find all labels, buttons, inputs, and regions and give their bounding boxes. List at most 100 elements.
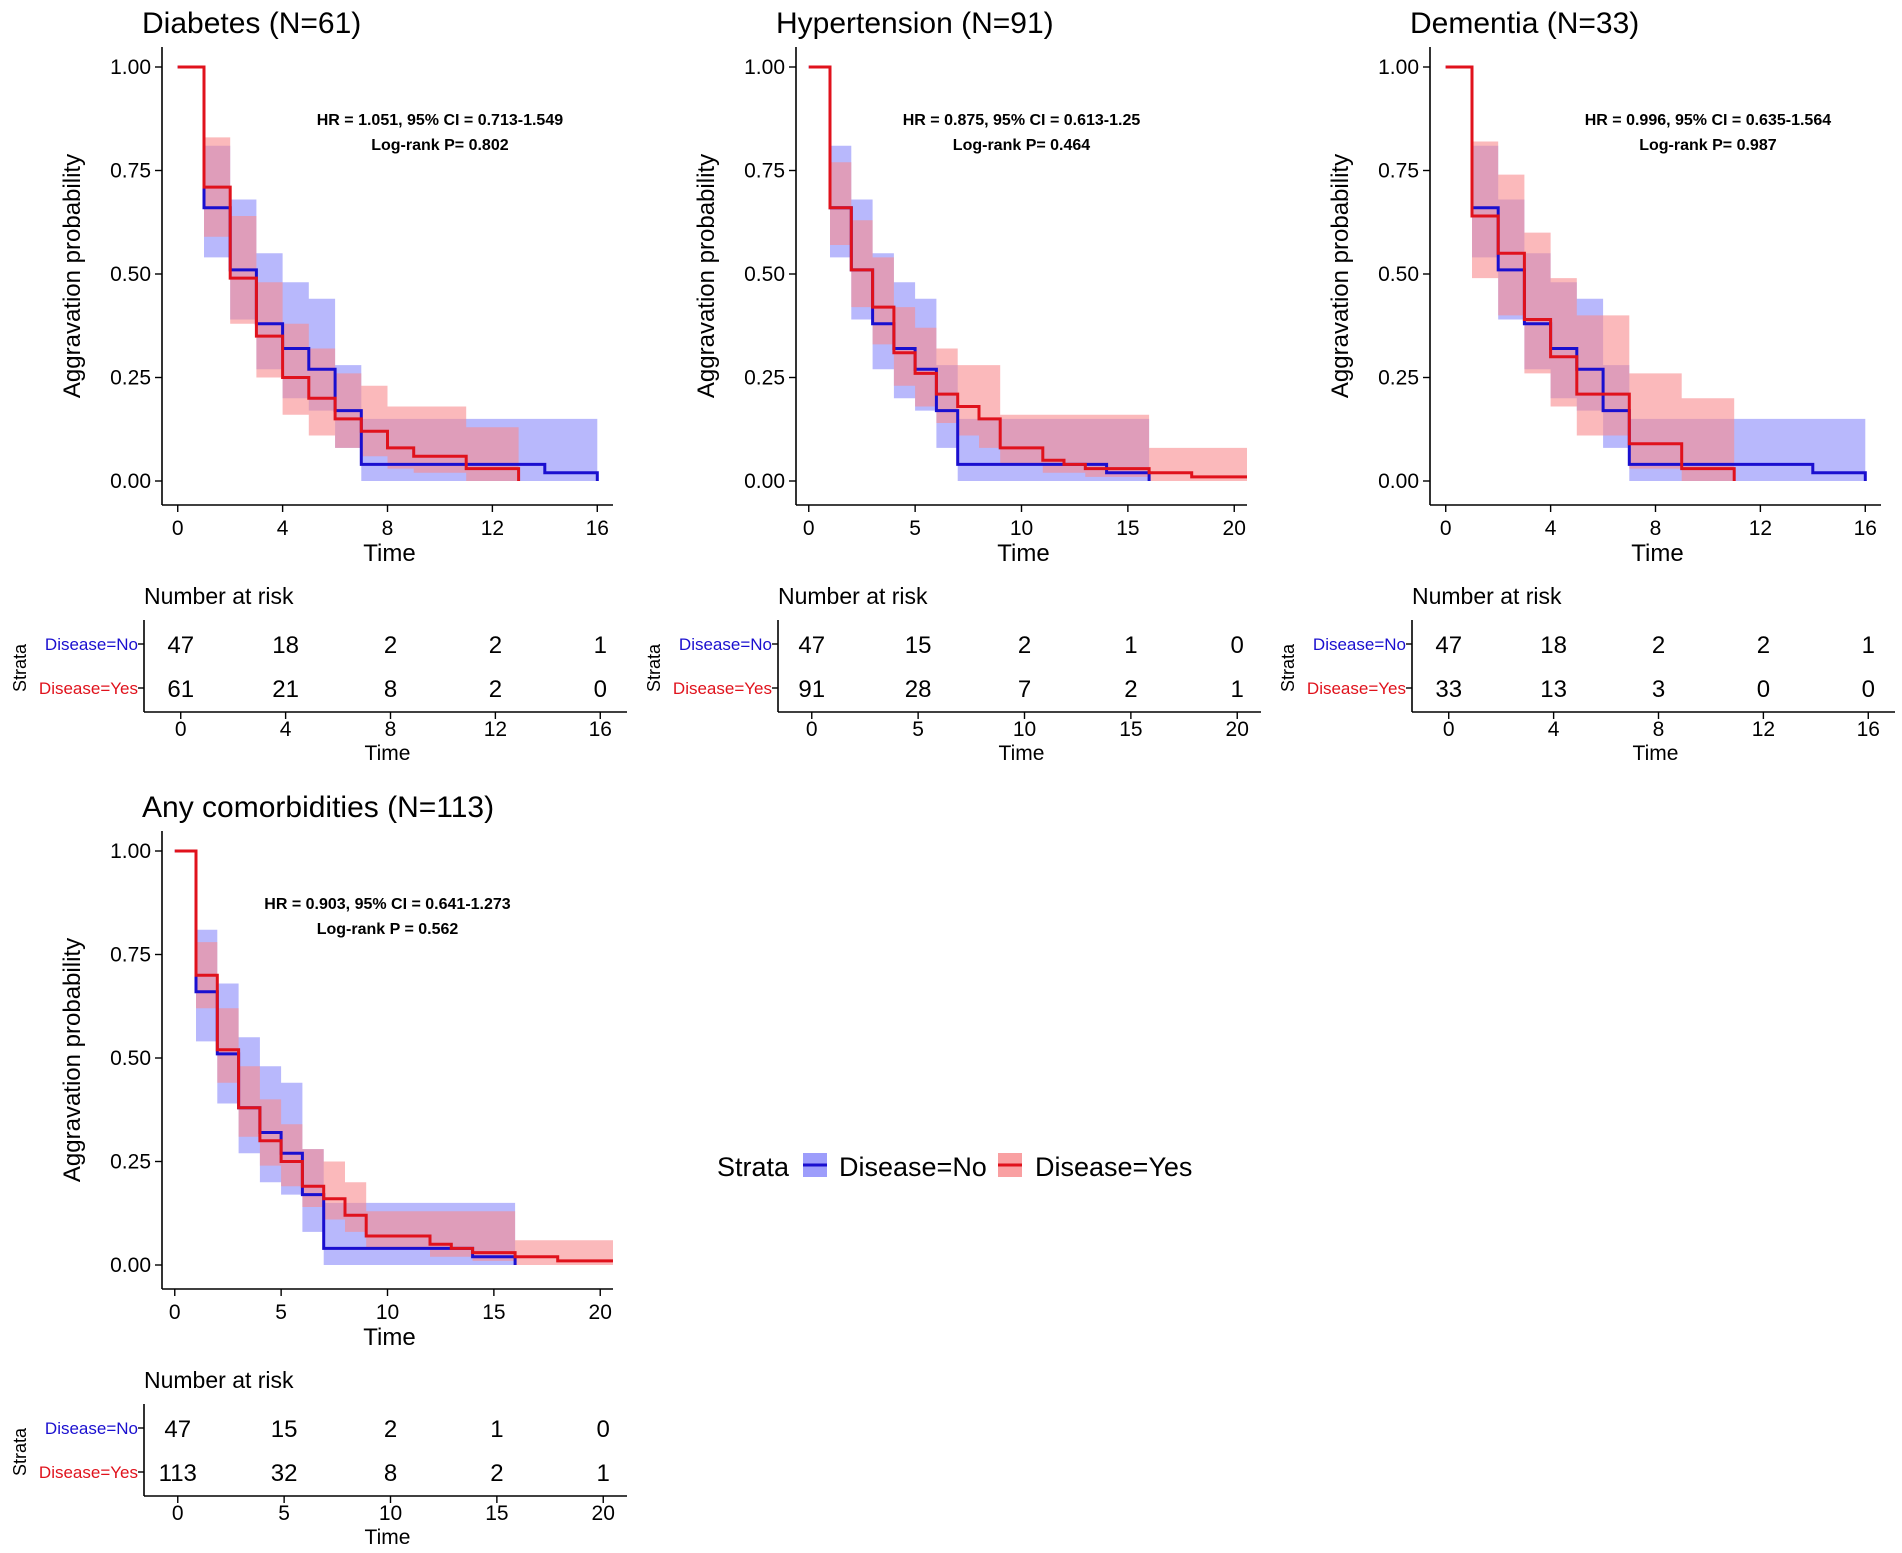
y-tick-label: 0.25 xyxy=(744,367,785,390)
risk-count: 0 xyxy=(594,676,607,703)
risk-count: 47 xyxy=(164,1416,191,1443)
panel-title: Dementia (N=33) xyxy=(1410,7,1639,40)
km-panel: Dementia (N=33)0.000.250.500.751.000 4 8 12… xyxy=(1278,7,1895,765)
x-tick-label: 10 xyxy=(376,1301,399,1324)
ci-band-yes xyxy=(808,67,1247,481)
km-panel: Diabetes (N=61)0.000.250.500.751.000 4 8 12… xyxy=(10,7,627,765)
y-tick-label: 0.50 xyxy=(110,263,151,286)
x-tick-label: 5 xyxy=(275,1301,287,1324)
risk-count: 1 xyxy=(594,632,607,659)
hr-annotation: HR = 0.996, 95% CI = 0.635-1.564 xyxy=(1585,112,1831,129)
strata-axis-title: Strata xyxy=(10,1427,30,1476)
risk-count: 0 xyxy=(1757,676,1770,703)
risk-count: 13 xyxy=(1540,676,1567,703)
logrank-annotation: Log-rank P= 0.464 xyxy=(953,137,1090,154)
x-tick-label: 15 xyxy=(1116,517,1139,540)
survival-line-yes xyxy=(1445,65,1736,481)
risk-count: 18 xyxy=(1540,632,1567,659)
y-tick-label: 0.00 xyxy=(1378,470,1419,493)
risk-count: 21 xyxy=(272,676,299,703)
y-tick-label: 0.00 xyxy=(744,470,785,493)
risk-x-tick-label: 5 xyxy=(278,1502,290,1525)
risk-x-tick-label: 20 xyxy=(592,1502,615,1525)
x-axis-title: Time xyxy=(363,540,415,567)
panel-title: Hypertension (N=91) xyxy=(776,7,1054,40)
risk-x-axis-title: Time xyxy=(1633,742,1679,765)
x-tick-label: 10 xyxy=(1010,517,1033,540)
legend-title: Strata xyxy=(717,1152,790,1182)
x-axis-title: Time xyxy=(363,1324,415,1351)
risk-row-label: Disease=No xyxy=(45,1419,138,1438)
risk-table-title: Number at risk xyxy=(144,1367,294,1393)
risk-row-label: Disease=No xyxy=(45,635,138,654)
risk-count: 3 xyxy=(1652,676,1665,703)
risk-count: 1 xyxy=(490,1416,503,1443)
x-tick-label: 15 xyxy=(482,1301,505,1324)
x-tick-label: 12 xyxy=(481,517,504,540)
ci-band-yes xyxy=(177,67,519,481)
x-tick-label: 4 xyxy=(1545,517,1557,540)
risk-x-tick-label: 0 xyxy=(175,718,187,741)
risk-count: 8 xyxy=(384,1460,397,1487)
risk-x-tick-label: 4 xyxy=(280,718,292,741)
risk-x-tick-label: 12 xyxy=(1752,718,1775,741)
y-tick-label: 0.25 xyxy=(1378,367,1419,390)
risk-count: 15 xyxy=(905,632,932,659)
risk-x-tick-label: 8 xyxy=(385,718,397,741)
strata-axis-title: Strata xyxy=(644,643,664,692)
y-tick-label: 0.75 xyxy=(110,944,151,967)
risk-x-tick-label: 16 xyxy=(589,718,612,741)
risk-x-axis-title: Time xyxy=(365,742,411,765)
y-axis-title: Aggravation probability xyxy=(59,154,86,398)
risk-count: 2 xyxy=(490,1460,503,1487)
risk-table-title: Number at risk xyxy=(144,583,294,609)
risk-x-tick-label: 8 xyxy=(1653,718,1665,741)
x-tick-label: 8 xyxy=(382,517,394,540)
x-tick-label: 8 xyxy=(1650,517,1662,540)
risk-count: 1 xyxy=(1124,632,1137,659)
y-tick-label: 0.50 xyxy=(110,1047,151,1070)
risk-count: 2 xyxy=(1124,676,1137,703)
x-tick-label: 16 xyxy=(1854,517,1877,540)
y-tick-label: 1.00 xyxy=(744,56,785,79)
x-tick-label: 0 xyxy=(172,517,184,540)
risk-x-tick-label: 10 xyxy=(379,1502,402,1525)
risk-x-tick-label: 4 xyxy=(1548,718,1560,741)
risk-x-tick-label: 12 xyxy=(484,718,507,741)
risk-count: 113 xyxy=(159,1460,197,1487)
hr-annotation: HR = 0.875, 95% CI = 0.613-1.25 xyxy=(903,112,1141,129)
risk-count: 2 xyxy=(1757,632,1770,659)
ci-band-no xyxy=(177,67,598,481)
risk-x-tick-label: 15 xyxy=(485,1502,508,1525)
risk-count: 32 xyxy=(271,1460,298,1487)
y-tick-label: 0.75 xyxy=(744,160,785,183)
risk-x-tick-label: 0 xyxy=(1443,718,1455,741)
risk-x-tick-label: 0 xyxy=(806,718,818,741)
risk-x-tick-label: 0 xyxy=(172,1502,184,1525)
risk-count: 2 xyxy=(489,632,502,659)
risk-count: 18 xyxy=(272,632,299,659)
x-axis-title: Time xyxy=(1631,540,1683,567)
y-tick-label: 0.25 xyxy=(110,367,151,390)
x-tick-label: 20 xyxy=(1223,517,1246,540)
risk-x-axis-title: Time xyxy=(365,1526,411,1549)
y-tick-label: 1.00 xyxy=(1378,56,1419,79)
risk-count: 1 xyxy=(1862,632,1875,659)
risk-count: 2 xyxy=(384,632,397,659)
y-tick-label: 0.25 xyxy=(110,1151,151,1174)
risk-count: 47 xyxy=(1435,632,1462,659)
x-tick-label: 0 xyxy=(1440,517,1452,540)
risk-count: 61 xyxy=(167,676,194,703)
logrank-annotation: Log-rank P= 0.987 xyxy=(1639,137,1776,154)
risk-row-label: Disease=No xyxy=(679,635,772,654)
risk-x-tick-label: 10 xyxy=(1013,718,1036,741)
y-tick-label: 0.00 xyxy=(110,1254,151,1277)
risk-table-title: Number at risk xyxy=(1412,583,1562,609)
legend-label: Disease=No xyxy=(839,1152,987,1182)
risk-count: 8 xyxy=(384,676,397,703)
x-tick-label: 20 xyxy=(589,1301,612,1324)
risk-count: 2 xyxy=(1018,632,1031,659)
survival-line-yes xyxy=(808,65,1247,479)
panel-title: Any comorbidities (N=113) xyxy=(142,791,494,824)
